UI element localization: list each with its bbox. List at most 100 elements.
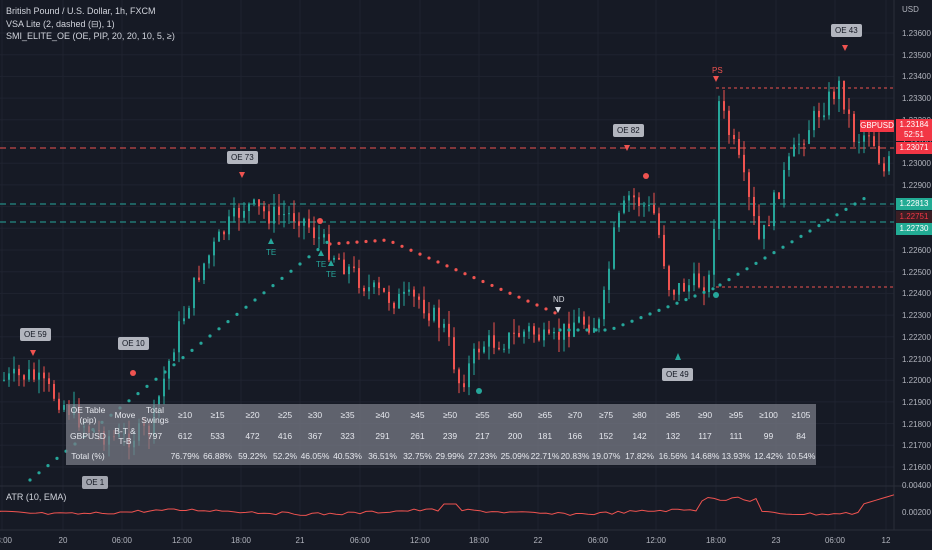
trail-dot <box>145 384 149 388</box>
oe-marker-73[interactable]: OE 73 <box>227 151 258 164</box>
price-axis-tick: 1.23400 <box>902 72 931 82</box>
oe-table-cell: ≥75 <box>598 409 614 420</box>
signal-dot <box>643 173 649 179</box>
candle-body <box>458 369 460 384</box>
candle-body <box>163 378 165 397</box>
candle-body <box>753 196 755 217</box>
oe-table-cell: 10.54% <box>786 450 816 461</box>
candle-body <box>698 273 700 288</box>
candle-body <box>838 80 840 100</box>
trail-dot <box>463 272 467 276</box>
oe-pointer <box>842 45 848 51</box>
oe-marker-49[interactable]: OE 49 <box>662 368 693 381</box>
oe-table-cell: 19.07% <box>591 450 621 461</box>
signal-dot <box>130 370 136 376</box>
oe-table-cell: 132 <box>665 430 681 441</box>
level-tag-red-1: 1.23071 <box>896 142 932 154</box>
oe-marker-10[interactable]: OE 10 <box>118 337 149 350</box>
time-axis-tick: 06:00 <box>587 536 609 545</box>
candle-body <box>253 199 255 204</box>
candle-body <box>728 110 730 135</box>
candle-body <box>678 282 680 295</box>
oe-marker-59[interactable]: OE 59 <box>20 328 51 341</box>
time-axis-tick: 20 <box>58 536 68 545</box>
oe-table-cell <box>110 446 140 465</box>
time-axis-tick: 12:00 <box>409 536 431 545</box>
candle-body <box>493 335 495 348</box>
candle-body <box>603 289 605 320</box>
candle-body <box>528 326 530 332</box>
oe-table-cell: 12.42% <box>754 450 783 461</box>
signal-dot <box>713 292 719 298</box>
oe-pointer <box>675 353 681 360</box>
oe-marker-1-partial[interactable]: OE 1 <box>82 476 109 489</box>
candle-body <box>478 348 480 353</box>
candle-body <box>668 266 670 291</box>
candle-body <box>848 109 850 114</box>
trail-dot <box>346 241 350 245</box>
ps-label: PS <box>712 66 723 75</box>
trail-dot <box>544 307 548 311</box>
smi-indicator-label[interactable]: SMI_ELITE_OE (OE, PIP, 20, 20, 10, 5, ≥) <box>6 31 175 41</box>
candle-body <box>798 143 800 145</box>
trail-dot <box>298 262 302 266</box>
candle-body <box>368 287 370 292</box>
candle-body <box>773 192 775 227</box>
trail-dot <box>754 261 758 265</box>
trail-dot <box>46 464 50 468</box>
oe-table-cell: ≥90 <box>697 409 713 420</box>
candle-body <box>513 332 515 334</box>
trail-dot <box>454 268 458 272</box>
price-axis-tick: 1.21600 <box>902 463 931 472</box>
oe-table-cell: ≥60 <box>507 409 523 420</box>
oe-table-cell: 181 <box>537 430 553 441</box>
trail-dot <box>28 478 32 482</box>
trail-dot <box>208 334 212 338</box>
trail-dot <box>235 312 239 316</box>
trail-dot <box>172 363 176 367</box>
candle-body <box>403 291 405 294</box>
candle-body <box>633 195 635 198</box>
oe-marker-43[interactable]: OE 43 <box>831 24 862 37</box>
oe-table-cell: 32.75% <box>403 450 432 461</box>
candle-body <box>53 383 55 399</box>
te-triangle <box>318 250 324 256</box>
trail-dot <box>702 290 706 294</box>
candle-body <box>578 316 580 323</box>
candle-body <box>443 323 445 328</box>
oe-table-cell: GBPUSD <box>70 430 106 441</box>
trail-dot <box>621 323 625 327</box>
candle-body <box>473 348 475 364</box>
candle-body <box>548 329 550 334</box>
candle-body <box>628 195 630 201</box>
time-axis-tick: 12:00 <box>645 536 667 545</box>
trail-dot <box>328 242 332 246</box>
candle-body <box>398 293 400 309</box>
price-axis-tick: 1.23300 <box>902 94 931 104</box>
oe-marker-82[interactable]: OE 82 <box>613 124 644 137</box>
candle-body <box>228 216 230 235</box>
candle-body <box>638 197 640 206</box>
candle-body <box>433 307 435 321</box>
candle-body <box>673 290 675 295</box>
candle-body <box>498 347 500 350</box>
candle-body <box>733 134 735 140</box>
candle-body <box>413 289 415 297</box>
candle-body <box>448 323 450 338</box>
atr-tick-2: 0.00200 <box>902 508 931 517</box>
trail-dot <box>718 283 722 287</box>
trail-dot <box>763 256 767 260</box>
candle-body <box>388 291 390 303</box>
candle-body <box>38 372 40 380</box>
vsa-indicator-label[interactable]: VSA Lite (2, dashed (⊟), 1) <box>6 19 115 29</box>
candle-body <box>463 383 465 388</box>
price-axis-tick: 1.21900 <box>902 397 931 407</box>
candle-body <box>338 257 340 260</box>
candle-body <box>453 337 455 370</box>
trail-dot <box>799 234 803 238</box>
oe-table-cell: ≥105 <box>791 409 811 420</box>
oe-table-cell: 20.83% <box>560 450 590 461</box>
atr-indicator-label[interactable]: ATR (10, EMA) <box>6 492 67 502</box>
oe-table-cell: 111 <box>729 430 743 441</box>
